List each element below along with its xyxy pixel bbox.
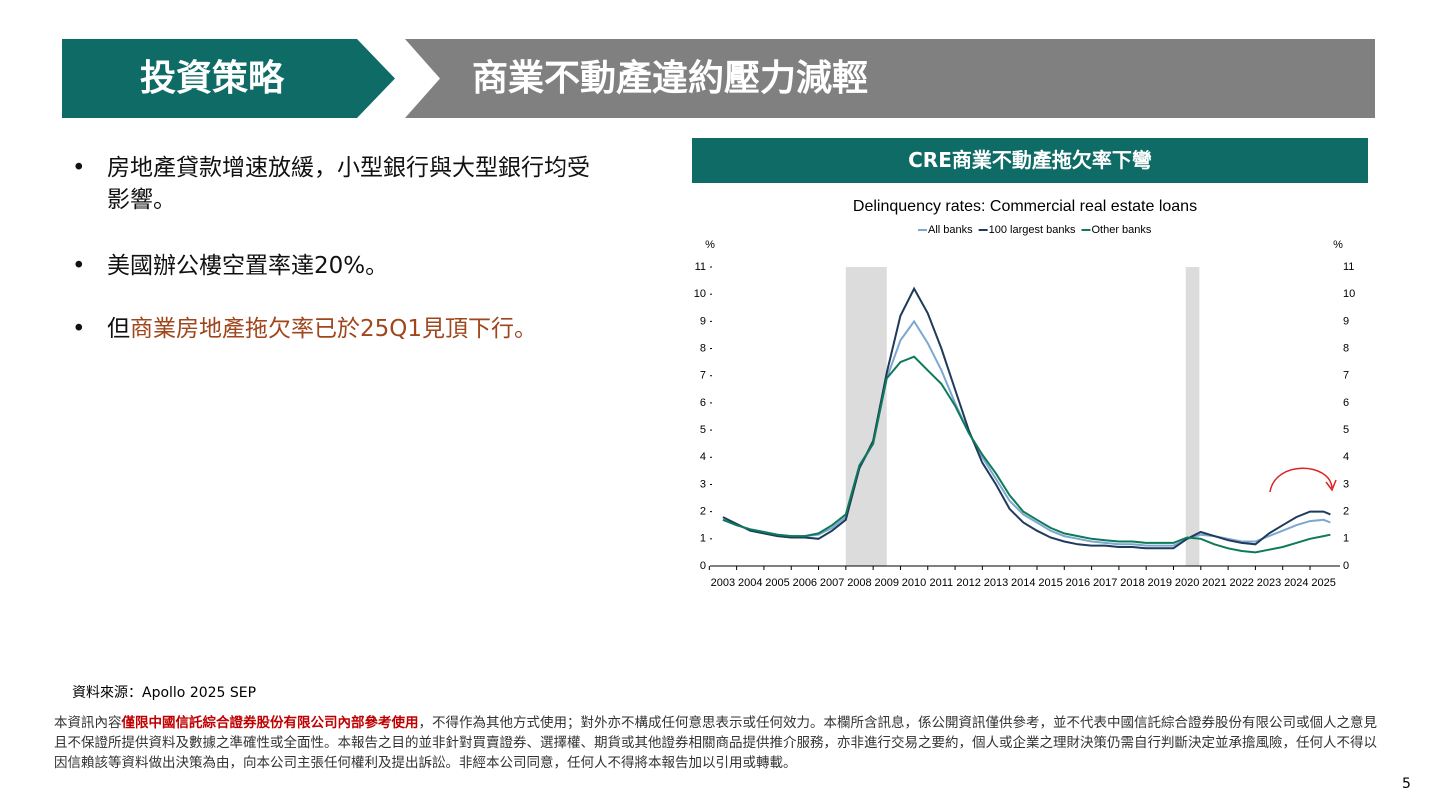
x-tick-label: 2014 — [1011, 577, 1035, 589]
y-tick-label: 9 — [700, 315, 706, 327]
bullet: • 美國辦公樓空置率達20%。 — [72, 250, 602, 282]
x-tick-label: 2007 — [820, 577, 844, 589]
bullet-text: 美國辦公樓空置率達20%。 — [107, 253, 389, 279]
x-tick-label: 2003 — [711, 577, 735, 589]
bullet-highlight: 商業房地產拖欠率已於25Q1見頂下行。 — [130, 316, 538, 342]
series-line — [722, 286, 1331, 550]
x-tick-label: 2018 — [1120, 577, 1144, 589]
y2-unit: % — [1333, 239, 1343, 251]
x-tick-label: 2009 — [875, 577, 899, 589]
y-tick-label: 7 — [700, 370, 706, 382]
legend-label: 100 largest banks — [989, 224, 1076, 236]
y2-tick-label: 4 — [1343, 451, 1349, 463]
y2-tick-label: 8 — [1343, 342, 1349, 354]
x-tick-label: 2023 — [1257, 577, 1281, 589]
y-tick-label: 8 — [700, 342, 706, 354]
source-note: 資料來源：Apollo 2025 SEP — [72, 685, 257, 701]
bullet: • 房地產貸款增速放緩，小型銀行與大型銀行均受影響。 — [72, 152, 602, 216]
x-tick-label: 2024 — [1284, 577, 1308, 589]
chart-panel-bar — [692, 138, 1368, 183]
y-tick-label: 11 — [695, 261, 706, 273]
section-label: 投資策略 — [139, 58, 284, 99]
y2-tick-label: 0 — [1343, 560, 1349, 572]
bullet-text: 但 — [107, 316, 130, 342]
disclaimer-text: 本資訊內容 — [54, 715, 122, 731]
recession-shade — [845, 267, 887, 566]
y2-tick-label: 3 — [1343, 478, 1349, 490]
x-tick-label: 2006 — [793, 577, 817, 589]
x-tick-label: 2010 — [902, 577, 926, 589]
y2-tick-label: 9 — [1343, 315, 1349, 327]
y-tick-label: 4 — [700, 451, 706, 463]
slide-title: 商業不動產違約壓力減輕 — [472, 58, 869, 99]
y2-tick-label: 2 — [1343, 506, 1349, 518]
bullet-text: 房地產貸款增速放緩，小型銀行與大型銀行均受影響。 — [107, 155, 590, 213]
x-tick-label: 2012 — [956, 577, 980, 589]
y-tick-label: 5 — [700, 424, 706, 436]
x-tick-label: 2016 — [1066, 577, 1090, 589]
x-tick-label: 2021 — [1202, 577, 1226, 589]
y2-tick-label: 7 — [1343, 370, 1349, 382]
y-tick-label: 0 — [700, 560, 706, 572]
disclaimer-text: ，不得作為其他方式使用；對外亦不構成任何意思表示或任何效力。本欄所含訊息，係公開… — [54, 715, 1377, 771]
section-tab — [62, 39, 395, 118]
y-unit: % — [705, 239, 715, 251]
y2-tick-label: 11 — [1343, 261, 1354, 273]
disclaimer-highlight: 僅限中國信託綜合證券股份有限公司內部參考使用 — [121, 715, 419, 731]
y-tick-label: 10 — [694, 288, 706, 300]
recession-shade — [1185, 267, 1200, 566]
y-tick-label: 6 — [700, 397, 706, 409]
x-tick-label: 2005 — [765, 577, 789, 589]
chart-title: Delinquency rates: Commercial real estat… — [853, 198, 1197, 215]
x-tick-label: 2017 — [1093, 577, 1117, 589]
x-tick-label: 2019 — [1148, 577, 1172, 589]
series-line — [722, 319, 1331, 547]
x-tick-label: 2022 — [1229, 577, 1253, 589]
x-tick-label: 2011 — [930, 577, 954, 589]
annotation-arrowhead — [1325, 479, 1337, 492]
title-bar — [405, 39, 1375, 118]
x-tick-label: 2015 — [1038, 577, 1062, 589]
legend-label: Other banks — [1091, 224, 1151, 236]
x-tick-label: 2025 — [1311, 577, 1335, 589]
annotation-arrow — [1269, 467, 1333, 493]
disclaimer: 本資訊內容僅限中國信託綜合證券股份有限公司內部參考使用，不得作為其他方式使用；對… — [54, 713, 1389, 773]
y2-tick-label: 10 — [1343, 288, 1355, 300]
series-line — [722, 355, 1331, 554]
x-tick-label: 2013 — [984, 577, 1008, 589]
y-tick-label: 1 — [700, 533, 706, 545]
chart-panel-title: CRE商業不動產拖欠率下彎 — [908, 148, 1152, 172]
x-tick-label: 2004 — [738, 577, 762, 589]
y2-tick-label: 6 — [1343, 397, 1349, 409]
y2-tick-label: 5 — [1343, 424, 1349, 436]
y-tick-label: 3 — [700, 478, 706, 490]
page-number: 5 — [1402, 776, 1411, 792]
y2-tick-label: 1 — [1343, 533, 1349, 545]
x-tick-label: 2008 — [847, 577, 871, 589]
bullet: • 但商業房地產拖欠率已於25Q1見頂下行。 — [72, 316, 538, 342]
y-tick-label: 2 — [700, 506, 706, 518]
x-tick-label: 2020 — [1175, 577, 1199, 589]
legend-label: All banks — [928, 224, 973, 236]
